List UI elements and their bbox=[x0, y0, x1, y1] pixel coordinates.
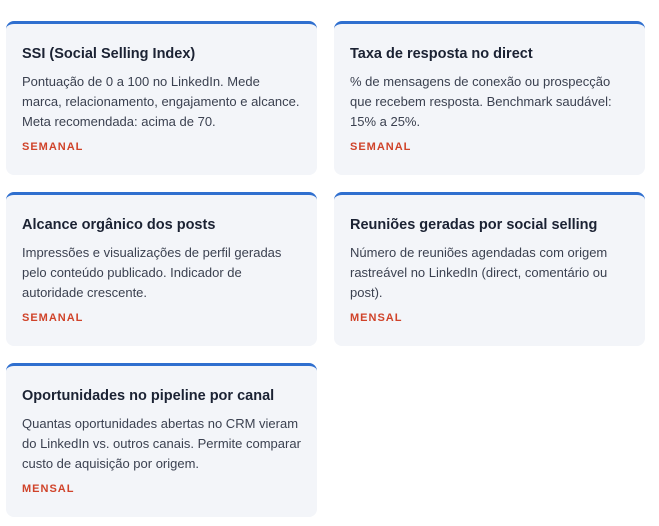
card-title: Taxa de resposta no direct bbox=[350, 46, 533, 62]
metric-card: Reuniões geradas por social selling Númer… bbox=[334, 192, 645, 346]
card-description: Pontuação de 0 a 100 no LinkedIn. Mede m… bbox=[22, 74, 300, 129]
metric-card: Oportunidades no pipeline por canal Quant… bbox=[6, 363, 317, 517]
frequency-tag: SEMANAL bbox=[22, 312, 84, 324]
card-description: Número de reuniões agendadas com origem … bbox=[350, 245, 608, 300]
card-title: Reuniões geradas por social selling bbox=[350, 217, 598, 233]
card-description: Quantas oportunidades abertas no CRM vie… bbox=[22, 416, 301, 471]
metric-card: Taxa de resposta no direct % de mensagens… bbox=[334, 21, 645, 175]
frequency-tag: SEMANAL bbox=[350, 141, 412, 153]
card-description: Impressões e visualizações de perfil ger… bbox=[22, 245, 282, 300]
frequency-tag: SEMANAL bbox=[22, 141, 84, 153]
card-title: SSI (Social Selling Index) bbox=[22, 46, 196, 62]
card-description: % de mensagens de conexão ou prospecção … bbox=[350, 74, 612, 129]
frequency-tag: MENSAL bbox=[350, 312, 403, 324]
card-title: Alcance orgânico dos posts bbox=[22, 217, 216, 233]
card-title: Oportunidades no pipeline por canal bbox=[22, 388, 275, 404]
metric-card: Alcance orgânico dos posts Impressões e v… bbox=[6, 192, 317, 346]
frequency-tag: MENSAL bbox=[22, 483, 75, 495]
metric-card: SSI (Social Selling Index) Pontuação de 0… bbox=[6, 21, 317, 175]
